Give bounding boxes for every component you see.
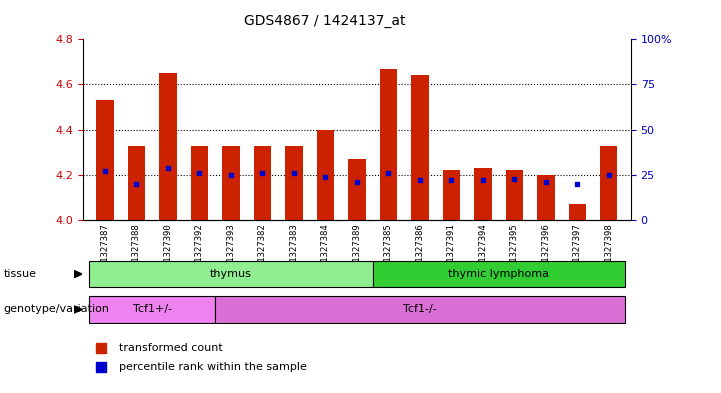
Text: Tcf1-/-: Tcf1-/-: [403, 304, 437, 314]
Bar: [191, 145, 208, 220]
Bar: [373, 261, 624, 287]
Bar: [317, 130, 334, 220]
Text: thymic lymphoma: thymic lymphoma: [448, 268, 549, 279]
Bar: [411, 75, 428, 220]
Bar: [474, 168, 492, 220]
Bar: [380, 69, 397, 220]
Bar: [505, 171, 523, 220]
Bar: [89, 296, 215, 323]
Bar: [600, 145, 617, 220]
Text: GDS4867 / 1424137_at: GDS4867 / 1424137_at: [244, 14, 405, 28]
Bar: [286, 145, 303, 220]
Bar: [569, 204, 586, 220]
Text: thymus: thymus: [210, 268, 252, 279]
Bar: [443, 171, 460, 220]
Text: Tcf1+/-: Tcf1+/-: [133, 304, 172, 314]
Text: tissue: tissue: [4, 269, 37, 279]
Bar: [222, 145, 239, 220]
Polygon shape: [74, 306, 82, 313]
Bar: [97, 100, 114, 220]
Bar: [537, 175, 554, 220]
Text: genotype/variation: genotype/variation: [4, 305, 110, 314]
Polygon shape: [74, 270, 82, 278]
Text: transformed count: transformed count: [119, 343, 223, 353]
Bar: [159, 73, 177, 220]
Bar: [215, 296, 624, 323]
Text: percentile rank within the sample: percentile rank within the sample: [119, 362, 307, 373]
Bar: [254, 145, 271, 220]
Bar: [128, 145, 145, 220]
Bar: [89, 261, 373, 287]
Bar: [348, 159, 366, 220]
